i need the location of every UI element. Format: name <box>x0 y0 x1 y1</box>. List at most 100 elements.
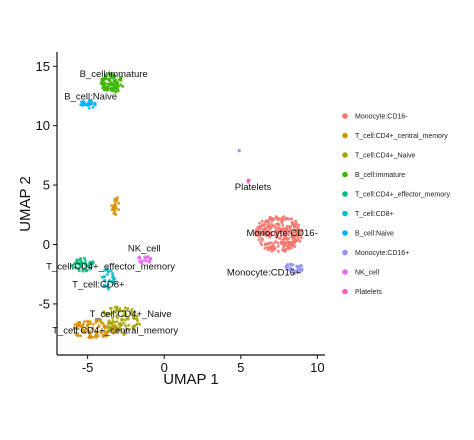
x-tick-label-0: -5 <box>82 360 94 375</box>
point-1-1-20 <box>114 213 118 216</box>
cluster-label-9: T_cell:CD4+_central_memory <box>52 326 178 337</box>
y-ticks: -5 0 5 10 15 <box>36 59 57 311</box>
point-1-0-92 <box>94 320 98 324</box>
legend-key-9 <box>342 288 348 295</box>
point-1-0-76 <box>86 319 90 323</box>
point-3-0-61 <box>112 82 116 86</box>
point-1-1-17 <box>114 206 118 210</box>
point-4-0-35 <box>76 261 80 265</box>
point-2-0-81 <box>107 326 110 330</box>
point-1-0-40 <box>79 334 83 338</box>
point-2-0-25 <box>127 323 131 327</box>
point-5-0-25 <box>109 269 113 273</box>
point-0-0-202 <box>282 249 286 253</box>
point-4-0-38 <box>87 262 91 266</box>
point-7-0-27 <box>284 266 288 270</box>
point-2-0-83 <box>109 306 113 310</box>
cluster-label-2: Platelets <box>235 182 272 193</box>
point-0-0-237 <box>276 218 280 222</box>
point-4-0-12 <box>84 265 88 269</box>
point-4-0-23 <box>75 258 79 262</box>
point-0-0-169 <box>258 221 262 225</box>
legend-key-3 <box>342 171 348 178</box>
point-4-0-14 <box>88 266 92 270</box>
point-1-0-84 <box>73 323 77 327</box>
point-0-0-224 <box>288 228 292 232</box>
point-1-0-26 <box>91 322 95 326</box>
point-0-0-179 <box>285 228 289 232</box>
y-tick-label-0: -5 <box>38 296 50 311</box>
point-6-0-24 <box>82 102 86 106</box>
point-4-0-4 <box>83 259 87 263</box>
point-0-0-172 <box>296 234 300 237</box>
point-2-0-0 <box>133 310 137 314</box>
point-0-0-207 <box>267 242 271 246</box>
x-ticks: -5 0 5 10 <box>82 355 325 375</box>
point-1-0-50 <box>76 334 80 337</box>
legend: Monocyte:CD16- T_cell:CD4+_central_memory… <box>342 113 450 296</box>
point-8-0-18 <box>138 259 142 263</box>
point-1-1-13 <box>110 208 114 212</box>
point-1-0-93 <box>94 330 98 334</box>
point-0-0-236 <box>294 223 298 226</box>
point-2-0-73 <box>138 322 141 326</box>
point-2-0-82 <box>134 323 138 327</box>
x-tick-label-2: 5 <box>237 360 244 375</box>
point-4-0-34 <box>90 262 94 266</box>
point-0-0-255 <box>288 240 292 244</box>
point-0-0-241 <box>276 244 280 248</box>
point-2-0-79 <box>115 308 119 312</box>
point-0-0-252 <box>281 228 285 232</box>
point-4-0-33 <box>85 269 89 273</box>
point-0-0-257 <box>262 227 266 231</box>
point-2-0-19 <box>118 307 122 311</box>
point-2-0-75 <box>121 331 125 335</box>
point-0-0-182 <box>276 222 280 226</box>
point-2-0-31 <box>111 316 115 320</box>
point-5-0-26 <box>102 278 106 282</box>
point-0-0-245 <box>289 225 292 229</box>
point-0-0-151 <box>271 244 275 247</box>
point-3-0-79 <box>103 83 107 86</box>
point-7-0-26 <box>295 264 299 268</box>
legend-label-4: T_cell:CD4+_effector_memory <box>355 192 450 199</box>
point-2-0-50 <box>135 317 139 321</box>
point-0-0-240 <box>286 247 290 251</box>
point-1-0-63 <box>87 329 91 333</box>
point-1-0-85 <box>105 334 108 338</box>
point-2-0-58 <box>105 312 109 316</box>
point-0-0-176 <box>279 234 283 238</box>
point-8-0-19 <box>148 260 152 264</box>
point-5-0-23 <box>112 282 116 286</box>
point-0-0-244 <box>276 231 280 235</box>
point-0-0-174 <box>280 221 284 225</box>
x-tick-label-3: 10 <box>310 360 324 375</box>
point-0-0-93 <box>257 234 261 238</box>
point-4-0-5 <box>77 266 80 270</box>
point-1-1-19 <box>117 201 121 205</box>
point-6-0-7 <box>87 99 91 103</box>
point-0-0-250 <box>295 230 299 233</box>
point-0-0-92 <box>265 233 268 237</box>
point-2-0-64 <box>104 325 108 329</box>
point-7-0-21 <box>290 268 294 271</box>
point-3-0-74 <box>105 85 109 89</box>
point-0-0-253 <box>291 233 294 237</box>
point-1-0-78 <box>88 320 92 324</box>
point-0-0-127 <box>270 247 274 251</box>
legend-label-8: NK_cell <box>355 270 380 277</box>
point-0-0-150 <box>266 248 270 252</box>
point-8-0-10 <box>146 255 150 259</box>
point-2-0-67 <box>122 321 126 325</box>
point-0-0-247 <box>282 245 285 249</box>
y-tick-label-4: 15 <box>36 59 50 74</box>
point-7-0-1 <box>293 269 297 273</box>
point-1-0-33 <box>101 335 105 339</box>
points-layer <box>70 71 304 339</box>
y-tick-label-1: 0 <box>43 237 50 252</box>
point-0-0-219 <box>299 236 303 240</box>
point-3-0-71 <box>119 77 123 81</box>
legend-label-2: T_cell:CD4+_Naive <box>355 153 416 160</box>
point-4-0-32 <box>80 263 84 267</box>
point-0-0-251 <box>270 222 274 226</box>
